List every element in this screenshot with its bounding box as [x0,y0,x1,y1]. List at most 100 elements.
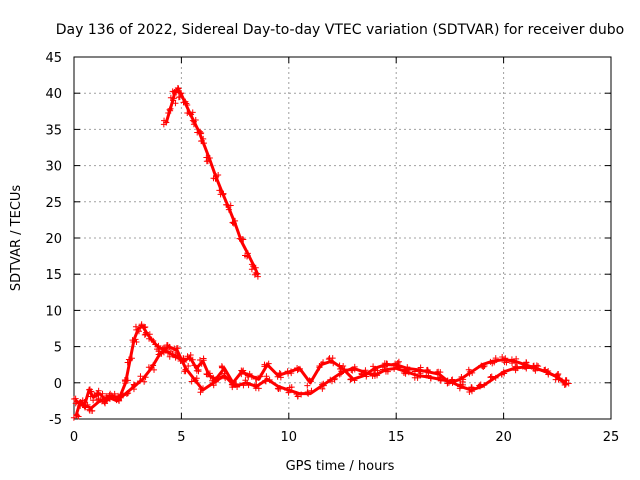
data-point [129,336,140,346]
data-point [476,381,488,390]
x-axis-label: GPS time / hours [286,459,395,474]
data-point [86,406,96,414]
data-point [196,355,207,367]
y-axis-label: SDTVAR / TECUs [9,185,24,292]
data-point [229,381,241,391]
data-point [508,355,520,367]
data-point [251,270,261,280]
data-point [434,368,444,378]
data-point [284,368,295,377]
data-point [498,369,508,378]
data-series [70,84,572,421]
data-point [521,362,531,372]
data-point [348,363,358,374]
data-point [274,385,284,393]
data-point [146,335,157,344]
x-tick-label: 0 [70,430,78,445]
y-tick-label: 0 [54,377,62,392]
data-point [541,367,552,378]
data-point [181,363,192,375]
x-tick-label: 20 [495,430,512,445]
data-point [423,366,432,375]
data-point [327,375,338,385]
y-tick-label: 45 [45,51,62,66]
data-point [180,98,191,108]
data-point [175,90,185,101]
data-point [262,373,273,385]
data-point [369,370,381,380]
data-point [209,376,220,389]
data-point [562,377,572,388]
data-point [478,362,488,370]
data-point [165,105,174,116]
y-tick-label: -5 [49,413,62,428]
data-point [465,366,476,377]
data-point [136,373,149,385]
data-point [171,345,181,356]
data-point [218,363,226,371]
data-point [189,116,199,128]
data-point [93,395,105,405]
data-point [236,235,247,243]
data-point [203,154,213,165]
data-point [164,348,176,360]
data-point [512,363,521,374]
data-point [319,380,327,392]
data-point [210,172,222,182]
data-point [358,367,370,378]
data-point [124,355,135,366]
y-tick-label: 30 [45,160,62,175]
data-point [240,377,252,389]
data-point [120,390,132,399]
data-point [294,365,303,374]
data-point [456,381,466,392]
data-point [103,392,113,402]
data-point [293,391,305,400]
data-point [184,109,196,118]
data-point [167,94,179,107]
y-tick-label: 20 [45,232,62,247]
data-point [70,411,82,421]
x-tick-label: 5 [177,430,185,445]
data-point [223,201,234,213]
data-point [242,250,251,260]
data-point [155,348,165,358]
data-point [216,187,227,198]
data-point [304,377,315,389]
data-point [411,370,424,381]
data-point [244,370,255,380]
data-point [400,367,412,377]
data-point [466,384,475,396]
data-point [130,381,138,393]
data-point [487,355,499,367]
data-point [160,117,170,128]
data-point [379,363,391,375]
data-point [197,385,207,396]
y-tick-label: 35 [45,123,62,138]
data-point [423,372,434,382]
data-point [251,381,262,392]
data-point [198,135,207,147]
data-point [336,366,348,378]
data-point [218,370,229,382]
x-tick-label: 10 [281,430,298,445]
y-tick-label: 15 [45,268,62,283]
data-point [173,84,182,96]
data-point [325,355,337,367]
data-point [77,401,88,410]
data-point [316,359,327,371]
data-point [252,373,264,382]
series-band [74,324,566,417]
data-point [163,342,173,350]
series-band [164,88,260,276]
data-point [191,362,202,375]
data-point [229,217,239,227]
x-tick-label: 25 [603,430,620,445]
data-point [436,373,444,384]
y-tick-label: 40 [45,87,62,102]
data-point [248,261,259,273]
data-point [194,128,205,137]
data-point [238,367,247,378]
data-point [444,376,456,386]
